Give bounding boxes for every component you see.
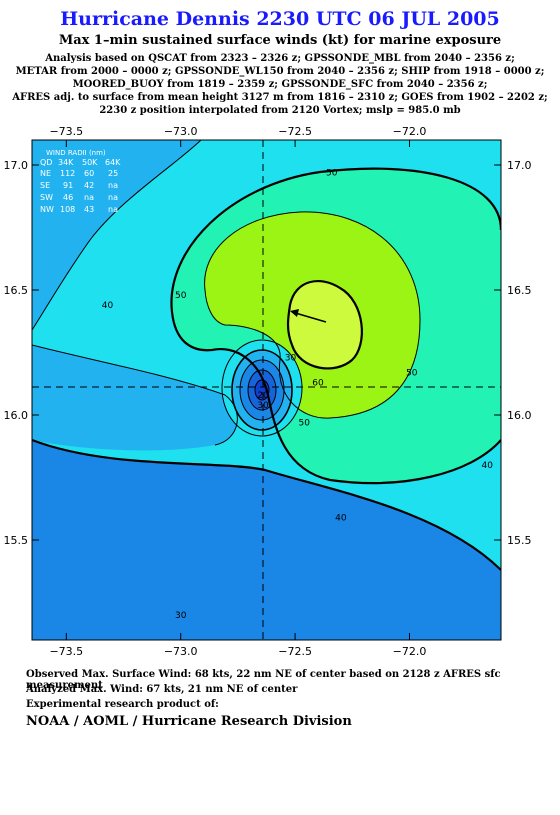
wind-radii-cell: 46 (63, 193, 73, 202)
analysis-line: METAR from 2000 – 0000 z; GPSSONDE_WL150… (15, 66, 545, 77)
band-30-lower-left (32, 345, 238, 451)
x-tick-label-top: −72.5 (278, 125, 312, 138)
wind-radii-cell: 42 (84, 181, 94, 190)
contour-label: 40 (482, 461, 494, 471)
band-70 (288, 281, 362, 369)
contour-40 (32, 140, 202, 331)
band-30-upper-left (32, 140, 201, 330)
wind-radii-cell: na (108, 181, 118, 190)
contour-label: 50 (406, 369, 418, 379)
contour-30 (32, 438, 501, 571)
axes: −73.5 −73.5 −73.0 −73.0 −72.5 −72.5 −72.0 −72.0… (4, 125, 532, 658)
wind-radii-cell: 43 (84, 205, 94, 214)
plot-frame (31, 139, 502, 641)
wind-radii-cell: 91 (63, 181, 73, 190)
wind-radii-header: 50K (82, 158, 98, 167)
eye-contour (254, 379, 270, 401)
wind-radii-title: WIND RADII (nm) (46, 149, 106, 157)
y-tick-label-right: 16.5 (507, 284, 532, 297)
wind-radii-cell: 25 (108, 169, 118, 178)
contour-50 (170, 311, 270, 396)
contour-label: 40 (102, 301, 114, 311)
eye-contour (247, 369, 277, 411)
observed-max-wind: Observed Max. Surface Wind: 68 kts, 22 n… (26, 669, 501, 691)
chart-title: Hurricane Dennis 2230 UTC 06 JUL 2005 (60, 8, 500, 30)
y-tick-label-right: 16.0 (507, 409, 532, 422)
wind-radii-header: QD (40, 158, 52, 167)
contour-label: 30 (257, 401, 269, 411)
wind-radii-cell: SW (40, 193, 53, 202)
analysis-line: MOORED_BUOY from 1819 – 2359 z; GPSSONDE… (72, 79, 488, 90)
wind-radii-cell: 112 (60, 169, 75, 178)
wind-radii-header: 34K (58, 158, 74, 167)
wind-radii-cell: 60 (84, 169, 94, 178)
wind-radii-header: 64K (105, 158, 121, 167)
analysis-line: AFRES adj. to surface from mean height 3… (12, 92, 548, 103)
x-tick-label-bottom: −72.0 (393, 645, 427, 658)
max-wind-arrowhead (290, 309, 299, 317)
x-tick-label-top: −72.0 (393, 125, 427, 138)
chart-subtitle: Max 1–min sustained surface winds (kt) f… (58, 33, 502, 48)
contour-50 (266, 394, 501, 485)
experimental-note: Experimental research product of: (26, 699, 219, 710)
wind-radii-cell: NW (40, 205, 54, 214)
credit-line: NOAA / AOML / Hurricane Research Divisio… (26, 714, 352, 729)
band-below-30-lower (32, 440, 501, 640)
analysis-line: Analysis based on QSCAT from 2323 – 2326… (45, 53, 515, 64)
contour-label: 20 (257, 391, 269, 401)
y-tick-label-left: 16.0 (4, 409, 29, 422)
y-tick-label-right: 15.5 (507, 534, 532, 547)
wind-radii-cell: 108 (60, 205, 75, 214)
x-tick-label-bottom: −73.0 (164, 645, 198, 658)
wind-radii-cell: SE (40, 181, 50, 190)
contour-70 (286, 279, 363, 370)
x-tick-label-top: −73.0 (164, 125, 198, 138)
eye-contour (221, 339, 303, 437)
x-tick-label-bottom: −72.5 (278, 645, 312, 658)
contour-label: 50 (299, 419, 311, 429)
contour-label: 60 (312, 379, 324, 389)
contour-label: 30 (175, 611, 187, 621)
y-tick-label-left: 17.0 (4, 159, 29, 172)
eye-contour (231, 349, 293, 431)
wind-radii-cell: na (108, 205, 118, 214)
analysis-line: 2230 z position interpolated from 2120 V… (99, 105, 461, 116)
contour-50 (170, 167, 501, 313)
contour-label: 50 (175, 291, 187, 301)
contour-label: 40 (335, 514, 347, 524)
y-tick-label-left: 15.5 (4, 534, 29, 547)
x-tick-label-bottom: −73.5 (49, 645, 83, 658)
wind-radii-table: WIND RADII (nm) QD 34K 50K 64K NE 112 60… (40, 149, 121, 214)
y-tick-label-right: 17.0 (507, 159, 532, 172)
eye-contour (239, 359, 285, 421)
analyzed-max-wind: Analyzed Max. Wind: 67 kts, 21 nm NE of … (26, 684, 298, 695)
x-tick-label-top: −73.5 (49, 125, 83, 138)
wind-radii-cell: na (84, 193, 94, 202)
wind-radii-cell: NE (40, 169, 51, 178)
wind-radii-cell: na (108, 193, 118, 202)
contour-60 (204, 211, 421, 419)
contour-label: 30 (285, 354, 297, 364)
contour-label: 50 (326, 169, 338, 179)
y-tick-label-left: 16.5 (4, 284, 29, 297)
